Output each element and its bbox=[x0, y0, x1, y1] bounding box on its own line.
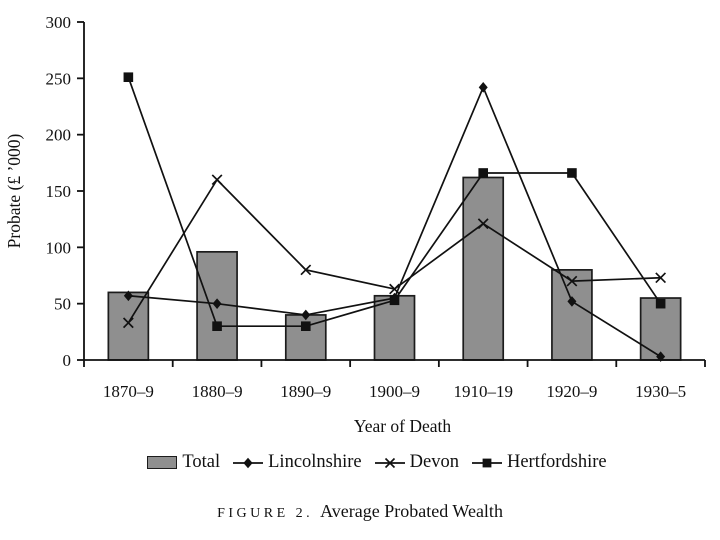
total-bar-swatch-icon bbox=[147, 456, 178, 469]
x-axis-title: Year of Death bbox=[354, 416, 452, 436]
axes bbox=[77, 21, 706, 367]
y-tick-label: 300 bbox=[46, 13, 72, 32]
diamond-marker-icon bbox=[478, 82, 488, 93]
x-marker-icon bbox=[211, 174, 223, 186]
tick-labels: 0 50 100 150 200 250 300 1870–9 1880–9 1890–9 1900… bbox=[46, 13, 687, 401]
square-marker-icon bbox=[478, 168, 489, 178]
chart-plot-area: 0 50 100 150 200 250 300 1870–9 1880–9 1890–9 1900… bbox=[4, 13, 706, 436]
y-tick-label: 50 bbox=[54, 295, 71, 314]
legend-label-hertfordshire: Hertfordshire bbox=[506, 452, 607, 472]
y-tick-label: 250 bbox=[46, 69, 72, 88]
x-tick-label: 1870–9 bbox=[103, 382, 154, 401]
line-series-hertfordshire bbox=[123, 72, 666, 331]
x-tick-label: 1920–9 bbox=[546, 382, 597, 401]
diamond-marker-icon bbox=[656, 351, 666, 362]
diamond-marker-icon bbox=[301, 309, 311, 321]
legend-item-devon: Devon bbox=[374, 452, 459, 473]
x-tick-label: 1880–9 bbox=[192, 382, 243, 401]
chart-legend: Total Lincolnshire Devon Hertfordshire bbox=[0, 452, 720, 473]
legend-label-lincolnshire: Lincolnshire bbox=[268, 452, 362, 472]
square-marker-icon bbox=[655, 298, 666, 309]
bar-total bbox=[551, 269, 593, 361]
line-series-devon bbox=[122, 174, 667, 329]
x-marker-icon bbox=[374, 457, 405, 468]
diamond-marker-icon bbox=[212, 298, 222, 309]
bar-total bbox=[373, 294, 416, 361]
diamond-marker-icon bbox=[233, 457, 264, 468]
diamond-marker-icon bbox=[123, 290, 133, 302]
figure-caption-text: Average Probated Wealth bbox=[320, 501, 503, 521]
y-tick-label: 200 bbox=[46, 126, 72, 145]
x-tick-label: 1930–5 bbox=[635, 382, 686, 401]
x-tick-label: 1890–9 bbox=[280, 382, 331, 401]
bar-total bbox=[462, 176, 505, 361]
y-axis-title: Probate (£ ’000) bbox=[4, 133, 24, 248]
bar-series-total bbox=[107, 176, 682, 361]
figure-caption: FIGURE 2. Average Probated Wealth bbox=[0, 501, 720, 522]
square-marker-icon bbox=[123, 72, 134, 83]
legend-item-hertfordshire: Hertfordshire bbox=[471, 452, 607, 473]
y-tick-label: 100 bbox=[46, 238, 72, 257]
square-marker-icon bbox=[471, 458, 502, 467]
legend-label-devon: Devon bbox=[409, 452, 459, 472]
x-marker-icon bbox=[566, 275, 578, 287]
square-marker-icon bbox=[300, 321, 311, 331]
x-tick-label: 1910–19 bbox=[453, 382, 513, 401]
bar-total bbox=[107, 291, 150, 361]
figure-caption-label: FIGURE 2. bbox=[217, 506, 314, 521]
legend-item-lincolnshire: Lincolnshire bbox=[233, 452, 362, 473]
x-marker-icon bbox=[655, 272, 667, 284]
x-tick-label: 1900–9 bbox=[369, 382, 420, 401]
legend-label-total: Total bbox=[182, 452, 221, 472]
diamond-marker-icon bbox=[567, 296, 577, 307]
legend-item-total: Total bbox=[147, 452, 220, 473]
x-marker-icon bbox=[122, 317, 134, 329]
square-marker-icon bbox=[567, 168, 577, 178]
x-marker-icon bbox=[389, 283, 400, 295]
x-marker-icon bbox=[300, 264, 312, 276]
square-marker-icon bbox=[212, 321, 222, 331]
y-tick-label: 0 bbox=[63, 351, 72, 370]
x-marker-icon bbox=[477, 218, 489, 230]
square-marker-icon bbox=[389, 295, 400, 306]
y-tick-label: 150 bbox=[46, 182, 72, 201]
